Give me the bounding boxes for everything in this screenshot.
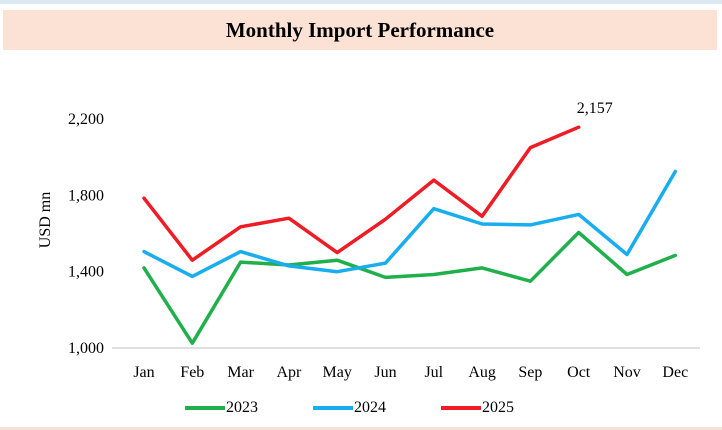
y-tick-labels: 1,000 1,400 1,800 2,200 xyxy=(68,111,104,357)
x-tick-label: Jul xyxy=(424,364,443,381)
legend-label: 2025 xyxy=(482,399,514,416)
legend-swatch xyxy=(313,406,353,410)
x-tick-label: Feb xyxy=(180,364,204,381)
x-tick-label: Oct xyxy=(567,364,591,381)
legend-item-2024: 2024 xyxy=(313,399,386,417)
x-tick-label: Sep xyxy=(518,364,542,381)
series-line-2024 xyxy=(142,169,678,279)
legend-swatch xyxy=(441,406,481,410)
legend-item-2023: 2023 xyxy=(185,399,258,417)
x-tick-label: Mar xyxy=(227,364,254,381)
y-tick-label: 1,400 xyxy=(68,264,104,281)
y-tick-label: 1,000 xyxy=(68,340,104,357)
y-axis-label: USD mn xyxy=(37,192,54,248)
series-line-2023 xyxy=(142,230,678,345)
series-lines xyxy=(142,125,678,345)
legend-label: 2023 xyxy=(226,399,258,416)
x-tick-label: Aug xyxy=(468,364,496,381)
chart-legend: 2023 2024 2025 xyxy=(185,396,569,420)
x-tick-label: Apr xyxy=(276,364,302,381)
y-tick-label: 2,200 xyxy=(68,111,104,128)
chart-title: Monthly Import Performance xyxy=(225,17,495,42)
legend-swatch xyxy=(185,406,225,410)
x-tick-label: Jun xyxy=(374,364,396,381)
x-tick-label: Jan xyxy=(133,364,154,381)
x-tick-labels: Jan Feb Mar Apr May Jun Jul Aug Sep Oct Nov Dec xyxy=(133,364,688,381)
annotations: 2,157 xyxy=(577,100,613,117)
x-tick-label: May xyxy=(323,364,352,381)
data-label: 2,157 xyxy=(577,100,613,117)
legend-item-2025: 2025 xyxy=(441,399,514,417)
legend-label: 2024 xyxy=(354,399,386,416)
x-tick-label: Nov xyxy=(613,364,641,381)
x-tick-label: Dec xyxy=(662,364,688,381)
y-tick-label: 1,800 xyxy=(68,187,104,204)
series-line-2025 xyxy=(142,125,581,262)
chart-title-bar: Monthly Import Performance xyxy=(3,10,717,50)
